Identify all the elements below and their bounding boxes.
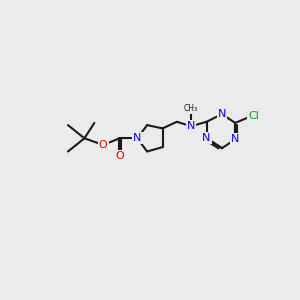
Text: Cl: Cl <box>248 111 259 121</box>
Text: N: N <box>187 121 195 131</box>
Text: O: O <box>99 140 107 150</box>
Text: N: N <box>218 109 226 119</box>
Text: N: N <box>231 134 239 144</box>
Text: CH₃: CH₃ <box>184 104 198 113</box>
Text: N: N <box>202 133 211 143</box>
Text: O: O <box>115 151 124 161</box>
Text: N: N <box>133 133 141 143</box>
